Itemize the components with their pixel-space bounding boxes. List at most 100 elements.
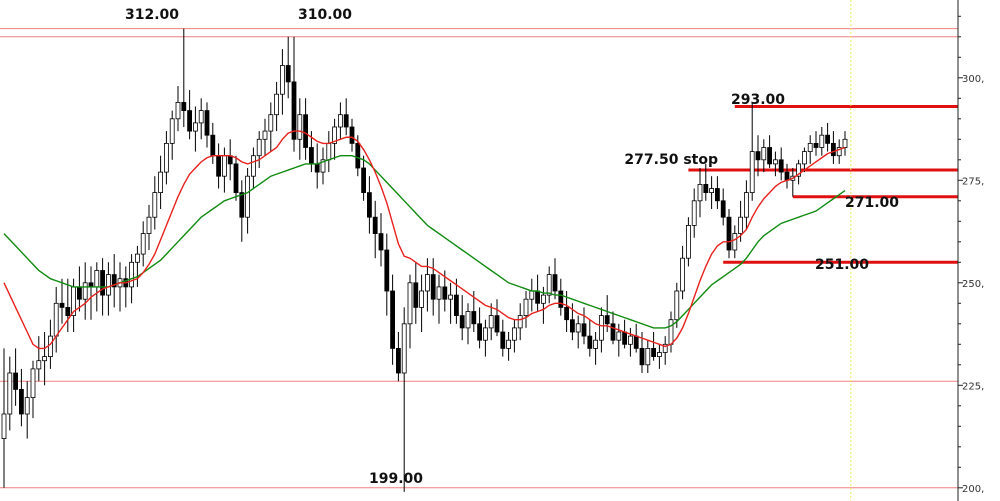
candle-5: [30, 360, 36, 419]
candle-body: [686, 224, 691, 259]
candle-21: [123, 266, 129, 308]
candle-31: [181, 28, 187, 127]
candle-83: [482, 319, 488, 357]
candle-body: [831, 142, 836, 157]
candle-body: [755, 151, 761, 161]
candle-121: [703, 163, 709, 201]
candle-body: [239, 192, 245, 218]
candle-body: [738, 216, 743, 234]
candle-body: [732, 233, 738, 251]
candle-96: [558, 278, 564, 316]
candle-32: [187, 90, 193, 140]
candle-body: [65, 306, 71, 316]
candle-body: [570, 319, 575, 333]
candle-body: [436, 286, 442, 300]
candle-body: [459, 315, 465, 329]
candle-69: [401, 307, 407, 492]
candle-body: [581, 323, 587, 337]
candle-body: [651, 347, 656, 357]
candle-body: [407, 282, 413, 325]
candle-body: [349, 126, 355, 144]
candle-body: [471, 311, 477, 325]
candle-45: [262, 118, 268, 156]
candle-body: [355, 142, 361, 169]
candle-101: [587, 319, 593, 357]
candle-46: [268, 102, 274, 152]
candle-123: [715, 176, 720, 209]
candle-body: [744, 192, 749, 218]
candle-7: [42, 332, 47, 386]
candle-body: [262, 130, 268, 140]
candle-body: [204, 110, 210, 136]
candle-body: [13, 372, 19, 390]
candle-body: [106, 274, 111, 296]
candle-138: [802, 147, 807, 173]
candle-15: [88, 266, 94, 320]
candle-139: [807, 135, 813, 164]
candle-100: [581, 307, 587, 345]
candle-body: [303, 114, 309, 148]
candle-body: [668, 319, 674, 345]
candle-42: [245, 168, 251, 234]
candle-body: [778, 159, 784, 173]
candle-body: [59, 302, 65, 308]
candle-body: [715, 188, 720, 202]
candle-body: [842, 138, 848, 148]
candle-body: [419, 290, 425, 308]
candle-body: [691, 200, 697, 226]
candle-body: [297, 114, 303, 140]
candle-body: [424, 274, 430, 292]
candle-72: [419, 274, 425, 332]
candle-38: [221, 147, 227, 193]
axis-tick-label-4: 200,: [962, 484, 984, 495]
candle-129: [749, 102, 755, 201]
candle-body: [140, 233, 146, 255]
candle-body: [593, 339, 598, 349]
candle-89: [517, 303, 523, 341]
candle-94: [546, 266, 552, 304]
candle-body: [645, 347, 651, 366]
candle-body: [807, 142, 813, 152]
level-label-1: 310.00: [298, 7, 352, 23]
level-label-4: 293.00: [731, 92, 785, 108]
level-labels: 312.00 310.00 199.00 293.00 277.50 stop 271.0…: [125, 7, 899, 487]
candle-88: [512, 319, 517, 353]
candle-48: [279, 49, 285, 115]
candle-145: [842, 131, 848, 156]
candle-70: [407, 274, 413, 349]
candle-92: [535, 274, 540, 312]
candle-118: [686, 217, 691, 267]
candle-37: [216, 143, 222, 189]
candle-body: [343, 114, 349, 128]
candle-body: [761, 147, 767, 161]
candle-body: [24, 397, 30, 415]
candle-body: [482, 327, 488, 341]
candle-body: [726, 216, 732, 251]
candle-1: [7, 356, 13, 431]
candle-9: [53, 286, 59, 353]
candle-62: [361, 155, 367, 201]
candle-3: [18, 368, 24, 427]
candle-body: [477, 323, 483, 341]
candle-141: [819, 127, 825, 156]
candle-57: [332, 118, 338, 160]
candle-34: [198, 98, 204, 140]
candle-36: [210, 122, 216, 164]
candle-body: [564, 306, 569, 321]
candle-body: [181, 102, 187, 112]
ma-slow-line: [3, 154, 846, 329]
candle-body: [662, 343, 668, 353]
ma-fast-line: [3, 130, 846, 350]
candle-137: [796, 159, 801, 185]
candle-body: [628, 335, 633, 345]
candle-body: [320, 159, 326, 173]
axis-tick-label-2: 250,: [962, 279, 984, 290]
candle-body: [413, 282, 419, 308]
candle-13: [77, 266, 82, 312]
candle-64: [372, 200, 378, 259]
candle-body: [111, 274, 117, 288]
candle-84: [488, 303, 494, 341]
candle-86: [500, 319, 506, 357]
candle-body: [680, 257, 685, 292]
